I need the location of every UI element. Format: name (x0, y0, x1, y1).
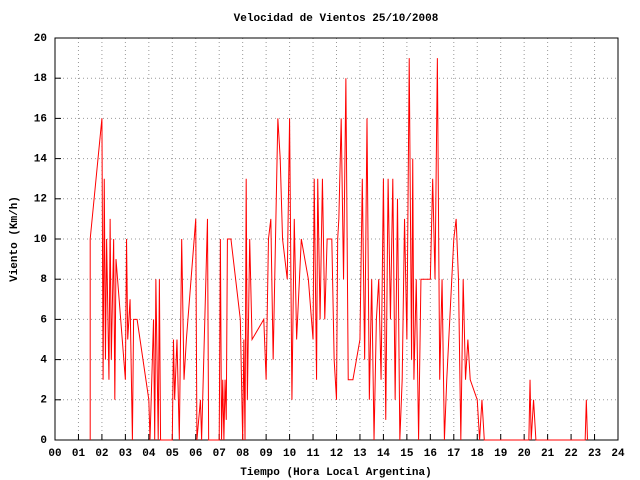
y-tick-label: 0 (40, 435, 47, 447)
x-tick-label: 19 (494, 448, 507, 460)
x-tick-label: 09 (260, 448, 273, 460)
y-tick-label: 6 (40, 314, 47, 326)
x-tick-label: 00 (48, 448, 61, 460)
x-tick-label: 02 (95, 448, 108, 460)
x-tick-label: 23 (588, 448, 602, 460)
y-tick-label: 2 (40, 395, 47, 407)
y-tick-label: 4 (40, 355, 47, 367)
x-tick-label: 10 (283, 448, 296, 460)
x-tick-label: 13 (353, 448, 367, 460)
y-tick-label: 18 (34, 73, 48, 85)
x-tick-label: 22 (564, 448, 577, 460)
data-line (89, 58, 588, 441)
x-tick-label: 05 (166, 448, 180, 460)
x-tick-label: 04 (142, 448, 156, 460)
x-tick-label: 15 (400, 448, 414, 460)
x-tick-label: 06 (189, 448, 202, 460)
y-tick-label: 16 (34, 113, 47, 125)
chart-title: Velocidad de Vientos 25/10/2008 (234, 13, 439, 25)
x-tick-label: 17 (447, 448, 460, 460)
x-tick-label: 20 (518, 448, 531, 460)
x-tick-label: 11 (306, 448, 320, 460)
y-tick-label: 8 (40, 274, 47, 286)
x-tick-label: 14 (377, 448, 391, 460)
x-axis-label: Tiempo (Hora Local Argentina) (240, 467, 431, 479)
plot-frame (54, 37, 619, 441)
y-axis-label: Viento (Km/h) (9, 196, 21, 282)
x-tick-label: 07 (213, 448, 226, 460)
x-tick-label: 01 (72, 448, 86, 460)
x-tick-label: 18 (471, 448, 485, 460)
y-tick-label: 14 (34, 154, 48, 166)
y-tick-label: 12 (34, 194, 47, 206)
x-tick-label: 08 (236, 448, 250, 460)
x-tick-label: 21 (541, 448, 555, 460)
x-tick-label: 12 (330, 448, 343, 460)
x-tick-label: 03 (119, 448, 133, 460)
y-tick-label: 10 (34, 234, 47, 246)
y-tick-label: 20 (34, 33, 47, 45)
x-tick-label: 24 (611, 448, 625, 460)
x-tick-label: 16 (424, 448, 437, 460)
